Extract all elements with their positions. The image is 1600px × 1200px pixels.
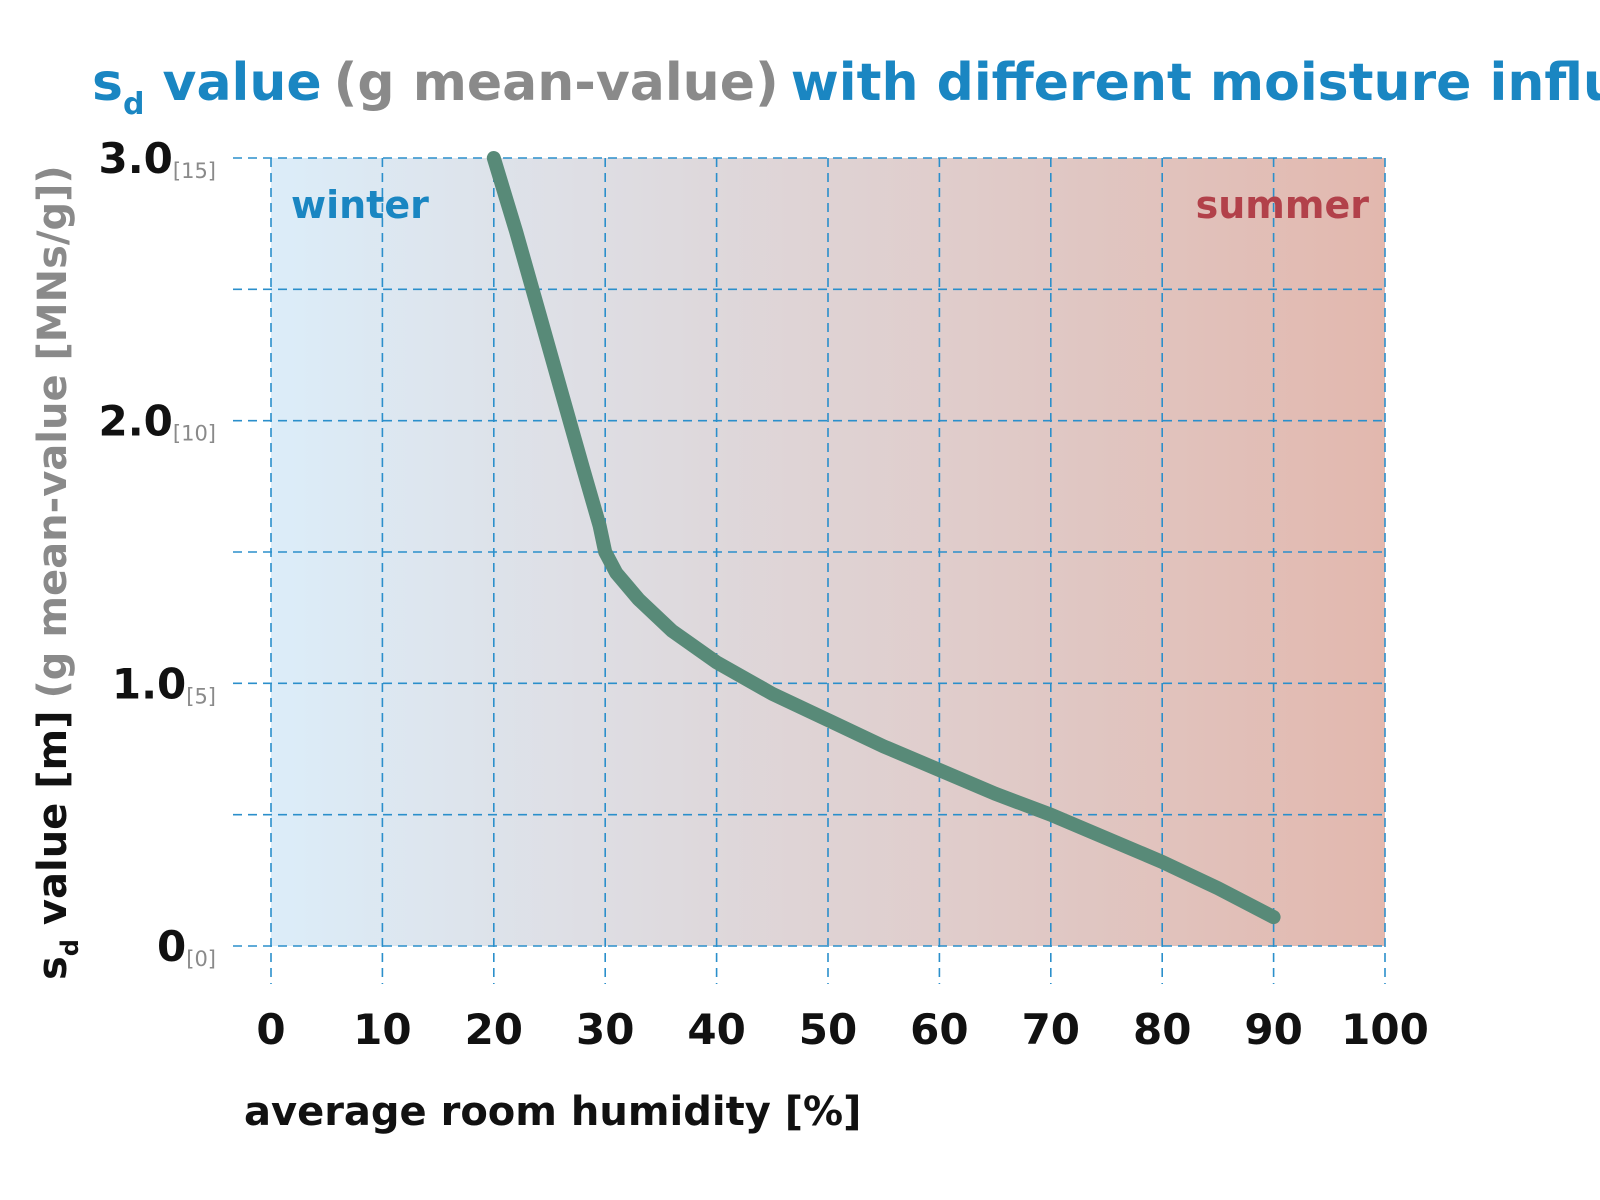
x-tick-label: 60: [910, 1005, 968, 1054]
x-tick-labels: 0 10 20 30 40 50 60 70 80 90 100: [256, 1005, 1428, 1054]
summer-label: summer: [1196, 183, 1370, 227]
x-tick-label: 70: [1022, 1005, 1080, 1054]
y-tick-labels: 0[0] 1.0[5] 2.0[10] 3.0[15]: [98, 134, 216, 971]
x-tick-label: 90: [1244, 1005, 1302, 1054]
title-value: value: [144, 53, 321, 113]
winter-label: winter: [291, 183, 429, 227]
y-tick-label: 1.0[5]: [112, 659, 216, 708]
x-tick-label: 40: [687, 1005, 745, 1054]
x-tick-label: 10: [353, 1005, 411, 1054]
x-tick-label: 80: [1133, 1005, 1191, 1054]
chart-title: sd value (g mean-value) with different moi…: [92, 53, 1600, 122]
x-axis-label: average room humidity [%]: [244, 1089, 861, 1135]
x-tick-label: 20: [465, 1005, 523, 1054]
title-s: s: [92, 53, 123, 113]
title-blue-part: with different moisture influences: [791, 53, 1600, 113]
y-tick-label: 3.0[15]: [98, 134, 216, 183]
ylabel-s: s: [30, 956, 76, 980]
ylabel-gray-part: (g mean-value [MNs/g]): [30, 165, 76, 698]
y-tick-label: 0[0]: [157, 922, 216, 971]
x-tick-label: 50: [799, 1005, 857, 1054]
x-tick-label: 0: [256, 1005, 285, 1054]
ylabel-s-sub: d: [56, 939, 84, 956]
y-tick-label: 2.0[10]: [98, 397, 216, 446]
x-tick-label: 100: [1341, 1005, 1429, 1054]
grid: [233, 157, 1386, 984]
x-tick-label: 30: [576, 1005, 634, 1054]
series-line: [486, 151, 1281, 925]
title-gray-part: (g mean-value): [334, 53, 779, 113]
title-s-sub: d: [123, 87, 144, 122]
ylabel-value: value [m]: [30, 711, 76, 939]
y-axis-label: sd value [m] (g mean-value [MNs/g]): [30, 165, 84, 980]
